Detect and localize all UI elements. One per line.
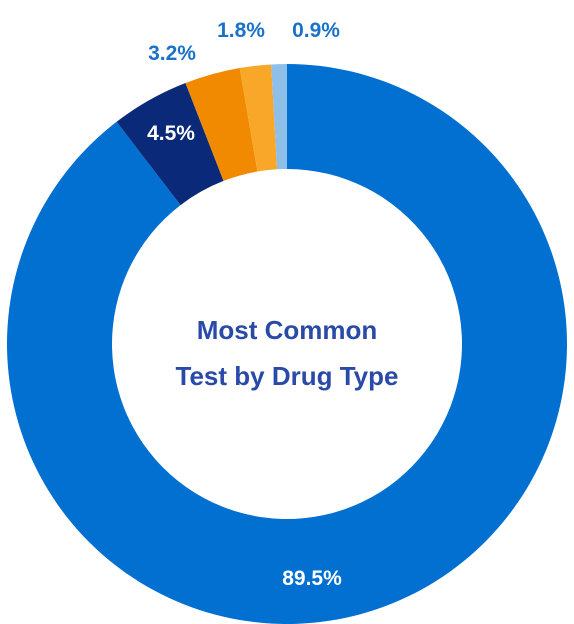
slice-labels: 89.5% 4.5% 3.2% 1.8% 0.9% bbox=[147, 19, 342, 590]
donut-slice-2 bbox=[185, 68, 258, 181]
chart-title-line-1: Most Common bbox=[197, 315, 378, 345]
slice-label-1: 4.5% bbox=[147, 122, 195, 145]
slice-label-2: 3.2% bbox=[148, 42, 196, 65]
donut-slice-0 bbox=[7, 64, 567, 624]
donut-slices bbox=[7, 64, 567, 624]
slice-label-4: 0.9% bbox=[292, 19, 340, 42]
donut-slice-4 bbox=[271, 64, 287, 170]
slice-label-3: 1.8% bbox=[217, 19, 265, 42]
slice-label-0: 89.5% bbox=[282, 567, 342, 590]
donut-slice-1 bbox=[116, 83, 224, 206]
donut-slice-3 bbox=[239, 64, 278, 172]
chart-title-line-2: Test by Drug Type bbox=[176, 361, 399, 391]
